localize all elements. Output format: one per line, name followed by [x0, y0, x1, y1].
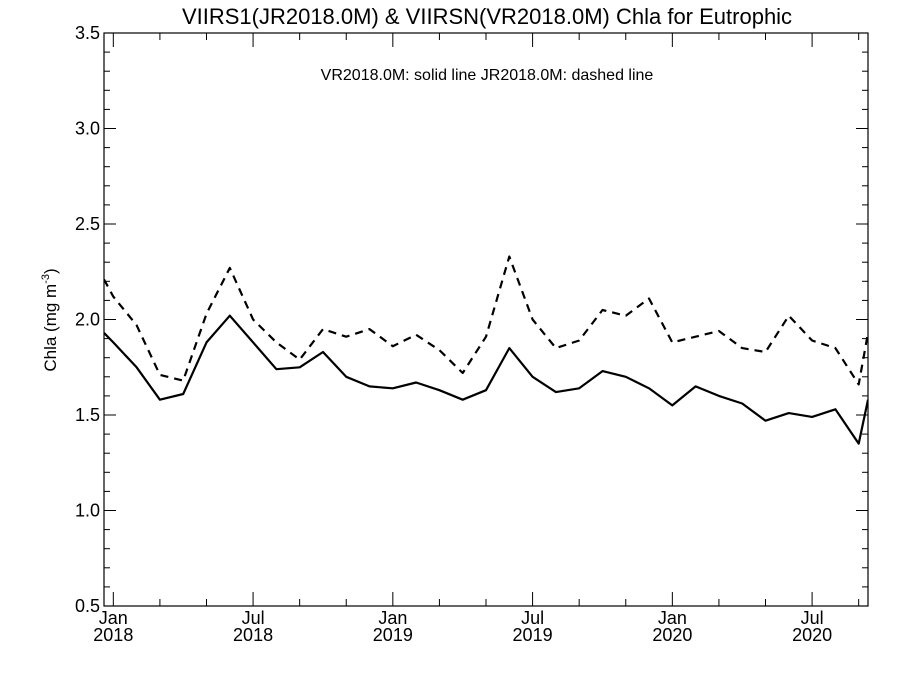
x-tick-label-month: Jan	[658, 608, 687, 628]
x-tick-label-month: Jan	[99, 608, 128, 628]
x-axis-tick-labels: Jan2018Jul2018Jan2019Jul2019Jan2020Jul20…	[93, 608, 832, 645]
y-tick-label: 3.0	[75, 119, 100, 139]
x-tick-label-month: Jan	[378, 608, 407, 628]
series-line-vr2018-solid	[104, 314, 868, 445]
axis-ticks	[104, 32, 868, 607]
plot-frame	[103, 32, 869, 607]
y-tick-label: 1.0	[75, 501, 100, 521]
y-tick-label: 0.5	[75, 596, 100, 616]
y-tick-label: 2.5	[75, 214, 100, 234]
y-axis-label-close: )	[41, 268, 60, 274]
x-tick-label-month: Jul	[242, 608, 265, 628]
series-line-jr2018-dashed	[104, 255, 868, 386]
x-tick-label-month: Jul	[521, 608, 544, 628]
legend-annotation: VR2018.0M: solid line JR2018.0M: dashed …	[321, 67, 654, 84]
y-tick-label: 2.0	[75, 310, 100, 330]
y-axis-label-unit-exponent: -3	[40, 274, 52, 284]
y-axis-label-text: Chla (mg m	[41, 284, 60, 372]
series-layer	[104, 255, 868, 445]
x-tick-label-month: Jul	[801, 608, 824, 628]
y-tick-label: 1.5	[75, 405, 100, 425]
x-tick-label-year: 2019	[513, 625, 553, 645]
x-tick-label-year: 2018	[233, 625, 273, 645]
chart-title: VIIRS1(JR2018.0M) & VIIRSN(VR2018.0M) Ch…	[182, 4, 792, 29]
x-tick-label-year: 2020	[792, 625, 832, 645]
y-tick-label: 3.5	[75, 23, 100, 43]
y-axis-tick-labels: 0.5 1.0 1.5 2.0 2.5 3.0 3.5	[75, 23, 100, 616]
x-tick-label-year: 2018	[93, 625, 133, 645]
x-tick-label-year: 2020	[652, 625, 692, 645]
x-tick-label-year: 2019	[373, 625, 413, 645]
y-axis-label: Chla (mg m-3)	[40, 268, 60, 371]
